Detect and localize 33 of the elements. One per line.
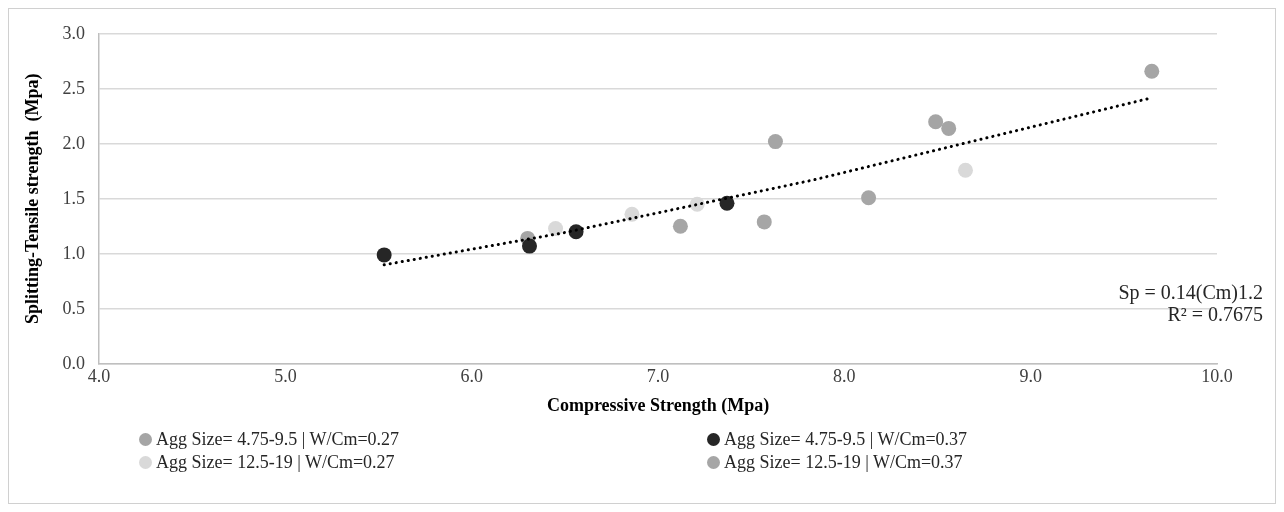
y-tick-label: 1.5 <box>62 187 86 208</box>
point <box>672 218 688 234</box>
point <box>376 247 392 263</box>
point <box>1144 63 1160 79</box>
x-tick-label: 7.0 <box>646 366 670 387</box>
point <box>957 162 973 178</box>
point <box>548 221 564 236</box>
y-tick-label: 1.0 <box>62 242 86 263</box>
annotation: Sp = 0.14(Cm)1.2 <box>1118 281 1263 305</box>
annotation: R² = 0.7675 <box>1167 303 1263 326</box>
y-tick-label: 2.0 <box>62 132 86 153</box>
point <box>767 134 783 150</box>
legend-label: Agg Size= 12.5-19 | W/Cm=0.37 <box>724 452 963 473</box>
y-tick-label: 0.0 <box>62 352 86 373</box>
x-tick-label: 9.0 <box>1019 366 1042 387</box>
x-tick-label: 5.0 <box>274 366 297 387</box>
legend-label: Agg Size= 4.75-9.5 | W/Cm=0.27 <box>156 429 400 450</box>
y-tick-label: 2.5 <box>62 77 86 98</box>
x-tick-label: 6.0 <box>460 366 483 387</box>
y-tick-label: 0.5 <box>62 297 86 318</box>
legend-label: Agg Size= 4.75-9.5 | W/Cm=0.37 <box>724 429 968 450</box>
y-tick-label: 3.0 <box>62 22 86 43</box>
point <box>756 214 772 230</box>
point <box>928 114 944 130</box>
point <box>861 190 877 206</box>
x-tick-label: 4.0 <box>87 366 111 387</box>
x-axis-title: Compressive Strength (Mpa) <box>546 394 770 416</box>
legend-label: Agg Size= 12.5-19 | W/Cm=0.27 <box>156 452 395 473</box>
x-tick-label: 8.0 <box>833 366 856 387</box>
y-axis-title: Splitting-Tensile strength (Mpa) <box>22 73 44 325</box>
x-tick-label: 10.0 <box>1201 366 1233 387</box>
point <box>521 238 537 254</box>
point <box>941 120 957 136</box>
